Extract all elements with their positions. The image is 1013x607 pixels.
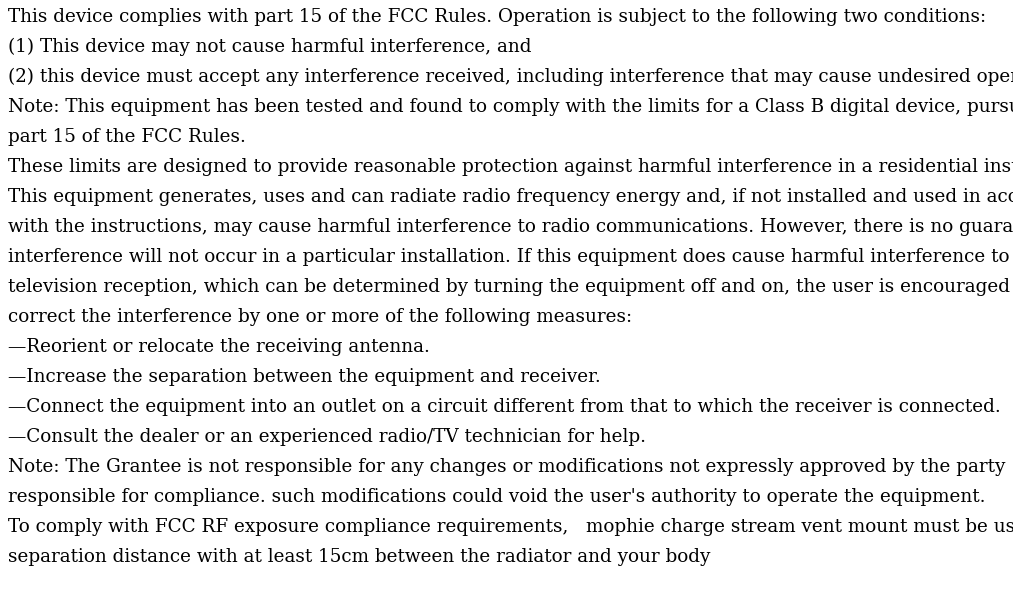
- Text: interference will not occur in a particular installation. If this equipment does: interference will not occur in a particu…: [8, 248, 1013, 266]
- Text: These limits are designed to provide reasonable protection against harmful inter: These limits are designed to provide rea…: [8, 158, 1013, 176]
- Text: This equipment generates, uses and can radiate radio frequency energy and, if no: This equipment generates, uses and can r…: [8, 188, 1013, 206]
- Text: part 15 of the FCC Rules.: part 15 of the FCC Rules.: [8, 128, 246, 146]
- Text: —Reorient or relocate the receiving antenna.: —Reorient or relocate the receiving ante…: [8, 338, 430, 356]
- Text: —Connect the equipment into an outlet on a circuit different from that to which : —Connect the equipment into an outlet on…: [8, 398, 1001, 416]
- Text: —Consult the dealer or an experienced radio/TV technician for help.: —Consult the dealer or an experienced ra…: [8, 428, 646, 446]
- Text: (1) This device may not cause harmful interference, and: (1) This device may not cause harmful in…: [8, 38, 532, 56]
- Text: This device complies with part 15 of the FCC Rules. Operation is subject to the : This device complies with part 15 of the…: [8, 8, 986, 26]
- Text: (2) this device must accept any interference received, including interference th: (2) this device must accept any interfer…: [8, 68, 1013, 86]
- Text: To comply with FCC RF exposure compliance requirements,   mophie charge stream v: To comply with FCC RF exposure complianc…: [8, 518, 1013, 536]
- Text: correct the interference by one or more of the following measures:: correct the interference by one or more …: [8, 308, 632, 326]
- Text: with the instructions, may cause harmful interference to radio communications. H: with the instructions, may cause harmful…: [8, 218, 1013, 236]
- Text: —Increase the separation between the equipment and receiver.: —Increase the separation between the equ…: [8, 368, 601, 386]
- Text: Note: This equipment has been tested and found to comply with the limits for a C: Note: This equipment has been tested and…: [8, 98, 1013, 116]
- Text: responsible for compliance. such modifications could void the user's authority t: responsible for compliance. such modific…: [8, 488, 986, 506]
- Text: television reception, which can be determined by turning the equipment off and o: television reception, which can be deter…: [8, 278, 1013, 296]
- Text: Note: The Grantee is not responsible for any changes or modifications not expres: Note: The Grantee is not responsible for…: [8, 458, 1005, 476]
- Text: separation distance with at least 15cm between the radiator and your body: separation distance with at least 15cm b…: [8, 548, 710, 566]
